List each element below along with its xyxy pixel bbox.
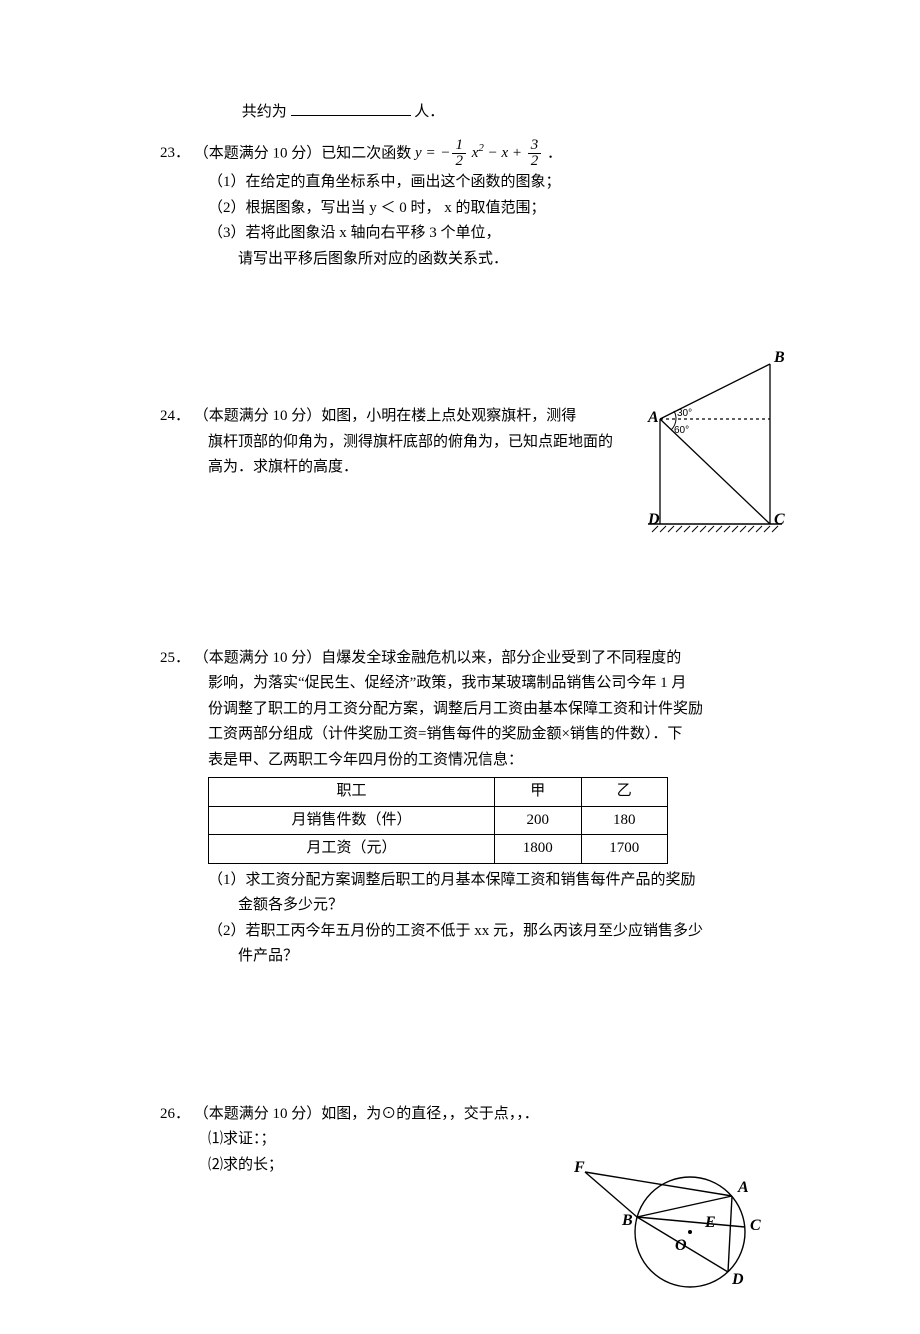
label-F: F xyxy=(573,1159,585,1176)
label-B: B xyxy=(773,349,785,366)
th-1: 甲 xyxy=(495,778,581,807)
q25-p5: 表是甲、乙两职工今年四月份的工资情况信息： xyxy=(160,748,800,774)
blank-field xyxy=(291,100,411,116)
table-row: 月工资（元） 1800 1700 xyxy=(209,835,668,864)
q24-line3: 高为．求旗杆的高度． xyxy=(160,455,622,481)
q25-p3: 份调整了职工的月工资分配方案，调整后月工资由基本保障工资和计件奖励 xyxy=(160,697,800,723)
q22-tail: 共约为 人． xyxy=(160,100,800,126)
q22-prefix: 共约为 xyxy=(242,104,287,120)
formula-lhs: y = xyxy=(415,145,436,161)
angle-60: 60° xyxy=(674,425,689,436)
label-A: A xyxy=(737,1179,749,1196)
q23-number: 23． xyxy=(160,141,190,167)
q23-stem-suffix: ． xyxy=(547,145,562,161)
q24: 24． （本题满分 10 分）如图，小明在楼上点处观察旗杆，测得 旗杆顶部的仰角… xyxy=(160,404,800,564)
th-2: 乙 xyxy=(581,778,667,807)
table-header-row: 职工 甲 乙 xyxy=(209,778,668,807)
q26-figure: A B C D E F O xyxy=(560,1132,780,1312)
q24-figure: A B C D 30° 60° xyxy=(630,344,800,564)
frac1-den: 2 xyxy=(452,154,466,170)
cell: 200 xyxy=(495,806,581,835)
q23-part2: （2）根据图象，写出当 y ＜ 0 时， x 的取值范围； xyxy=(160,196,800,222)
label-C: C xyxy=(750,1217,761,1234)
q25-q1b: 金额各多少元？ xyxy=(160,893,800,919)
q25-p2: 影响，为落实“促民生、促经济”政策，我市某玻璃制品销售公司今年 1 月 xyxy=(160,671,800,697)
cell: 月销售件数（件） xyxy=(209,806,495,835)
q22-suffix: 人． xyxy=(414,104,444,120)
q23-formula: y = −12 x2 − x + 32 xyxy=(415,145,547,161)
q25-q1a: （1）求工资分配方案调整后职工的月基本保障工资和销售每件产品的奖励 xyxy=(160,868,800,894)
q26-number: 26． xyxy=(160,1102,190,1128)
q25-table: 职工 甲 乙 月销售件数（件） 200 180 月工资（元） 1800 1700 xyxy=(208,777,668,864)
label-E: E xyxy=(704,1214,716,1231)
frac2-num: 3 xyxy=(528,138,542,155)
cell: 1800 xyxy=(495,835,581,864)
table-row: 月销售件数（件） 200 180 xyxy=(209,806,668,835)
q25: 25． （本题满分 10 分）自爆发全球金融危机以来，部分企业受到了不同程度的 … xyxy=(160,646,800,970)
frac2-den: 2 xyxy=(528,154,542,170)
q25-q2b: 件产品？ xyxy=(160,944,800,970)
label-B: B xyxy=(621,1212,633,1229)
cell: 180 xyxy=(581,806,667,835)
q25-number: 25． xyxy=(160,646,190,672)
formula-mid2: − x + xyxy=(488,145,526,161)
q24-number: 24． xyxy=(160,404,190,430)
q24-line2: 旗杆顶部的仰角为，测得旗杆底部的俯角为，已知点距地面的 xyxy=(160,430,622,456)
label-D: D xyxy=(731,1271,744,1288)
q25-p1: （本题满分 10 分）自爆发全球金融危机以来，部分企业受到了不同程度的 xyxy=(194,650,682,666)
q24-line1: （本题满分 10 分）如图，小明在楼上点处观察旗杆，测得 xyxy=(194,408,577,424)
q23-stem-prefix: （本题满分 10 分）已知二次函数 xyxy=(194,145,415,161)
cell: 月工资（元） xyxy=(209,835,495,864)
frac1-num: 1 xyxy=(452,138,466,155)
th-0: 职工 xyxy=(209,778,495,807)
q26-stem: （本题满分 10 分）如图，为⊙的直径，，交于点，，． xyxy=(194,1106,539,1122)
label-C: C xyxy=(774,511,785,528)
label-A: A xyxy=(647,409,659,426)
q23: 23． （本题满分 10 分）已知二次函数 y = −12 x2 − x + 3… xyxy=(160,138,800,273)
formula-sq: 2 xyxy=(478,142,484,154)
q25-p4: 工资两部分组成（计件奖励工资=销售每件的奖励金额×销售的件数）．下 xyxy=(160,722,800,748)
q23-part3b: 请写出平移后图象所对应的函数关系式． xyxy=(160,247,800,273)
angle-30: 30° xyxy=(677,408,692,419)
label-O: O xyxy=(675,1237,687,1254)
q23-part1: （1）在给定的直角坐标系中，画出这个函数的图象； xyxy=(160,170,800,196)
q26: 26． （本题满分 10 分）如图，为⊙的直径，，交于点，，． ⑴求证：； ⑵求… xyxy=(160,1102,800,1282)
q23-part3a: （3）若将此图象沿 x 轴向右平移 3 个单位， xyxy=(160,221,800,247)
cell: 1700 xyxy=(581,835,667,864)
q25-q2a: （2）若职工丙今年五月份的工资不低于 xx 元，那么丙该月至少应销售多少 xyxy=(160,919,800,945)
label-D: D xyxy=(647,511,660,528)
